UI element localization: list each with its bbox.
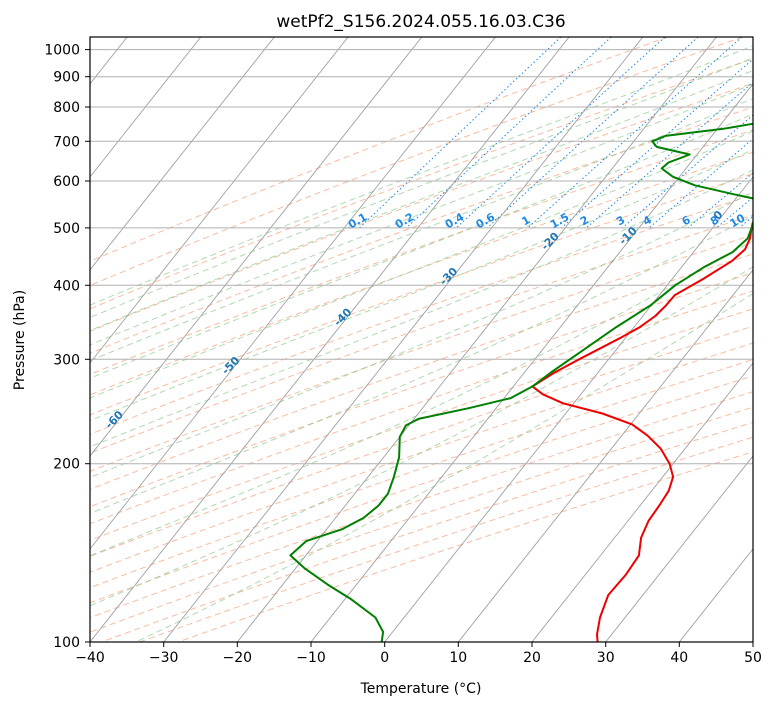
plot-frame <box>89 36 754 643</box>
isotherm-line <box>531 362 753 642</box>
dry-adiabat-line <box>90 391 753 619</box>
y-tick-label: 600 <box>53 174 80 190</box>
x-tick-label: 0 <box>380 650 389 666</box>
dewpoint-series-line <box>289 122 753 642</box>
skewed-isotherms <box>90 37 753 642</box>
y-tick-label: 200 <box>53 457 80 473</box>
y-tick-label: 300 <box>53 352 80 368</box>
y-axis-label: Pressure (hPa) <box>12 290 28 390</box>
mixing-ratio-line <box>767 37 775 228</box>
mixing-ratio-line <box>648 138 753 229</box>
x-tick-label: 20 <box>523 650 541 666</box>
moist-adiabat-line <box>90 57 753 319</box>
y-tick-label: 100 <box>53 635 80 651</box>
x-tick-label: −30 <box>149 650 179 666</box>
moist-adiabat-line <box>90 266 753 607</box>
mixing-ratio-line <box>585 81 753 229</box>
isotherm-line <box>163 37 644 642</box>
dry-adiabat-line <box>90 359 753 589</box>
x-tick-label: 10 <box>449 650 467 666</box>
isotherm-line <box>90 37 423 457</box>
isotherm-line <box>236 37 717 642</box>
isotherm-line <box>605 455 753 642</box>
profile-series <box>289 122 753 642</box>
dry-adiabat-line <box>90 214 753 454</box>
moist-adiabat-line <box>90 45 753 306</box>
dry-adiabat-line <box>90 272 753 508</box>
moist-adiabat-line <box>90 83 753 346</box>
dry-adiabat-line <box>90 194 753 435</box>
x-axis-label: Temperature (°C) <box>360 681 482 697</box>
y-tick-label: 400 <box>53 278 80 294</box>
x-tick-label: 50 <box>744 650 762 666</box>
x-tick-label: −20 <box>223 650 253 666</box>
x-tick-label: 30 <box>597 650 615 666</box>
x-tick-label: −10 <box>296 650 326 666</box>
mixing-ratio-line <box>486 37 699 229</box>
isotherm-line <box>90 37 496 550</box>
y-tick-label: 900 <box>53 70 80 86</box>
y-axis-ticks: 100 200 300 400 500 600 700 800 900 1000 <box>44 43 90 651</box>
y-tick-label: 500 <box>53 221 80 237</box>
dry-adiabat-line <box>90 342 753 573</box>
moist-adiabat-line <box>90 215 753 514</box>
temperature-series-line <box>531 222 753 642</box>
isotherm-line <box>90 37 202 178</box>
moist-adiabat-line <box>90 191 753 478</box>
x-tick-label: 40 <box>670 650 688 666</box>
isotherm-line <box>457 269 753 642</box>
dry-adiabat-line <box>90 37 669 262</box>
isotherm-line <box>90 37 570 642</box>
pressure-gridlines <box>90 49 753 642</box>
y-tick-label: 700 <box>53 134 80 150</box>
dry-adiabat-line <box>90 151 753 396</box>
isotherm-line <box>90 37 275 271</box>
isotherm-line <box>752 641 753 642</box>
x-axis-ticks: −40 −30 −20 −10 0 10 20 30 40 50 <box>75 642 762 666</box>
y-tick-label: 1000 <box>44 43 80 59</box>
plot-background <box>90 37 753 642</box>
moist-adiabat-line <box>90 169 753 448</box>
moist-adiabat-line <box>90 69 753 332</box>
dry-adiabat-line <box>90 308 753 541</box>
mixing-ratio-line <box>455 37 666 229</box>
isotherm-line <box>310 83 753 642</box>
isotherm-line <box>90 37 349 364</box>
dry-adiabat-line <box>90 253 753 490</box>
isotherm-line <box>384 176 753 642</box>
chart-title: wetPf2_S156.2024.055.16.03.C36 <box>276 12 565 32</box>
y-tick-label: 800 <box>53 100 80 116</box>
x-tick-label: −40 <box>75 650 105 666</box>
moist-adiabat-line <box>90 113 753 379</box>
mixing-ratio-label: 13 <box>755 211 775 230</box>
isotherm-label: -70 <box>0 463 9 486</box>
dry-adiabat-line <box>90 58 753 310</box>
dry-adiabat-line <box>90 106 753 354</box>
dry-adiabat-line <box>90 129 753 375</box>
